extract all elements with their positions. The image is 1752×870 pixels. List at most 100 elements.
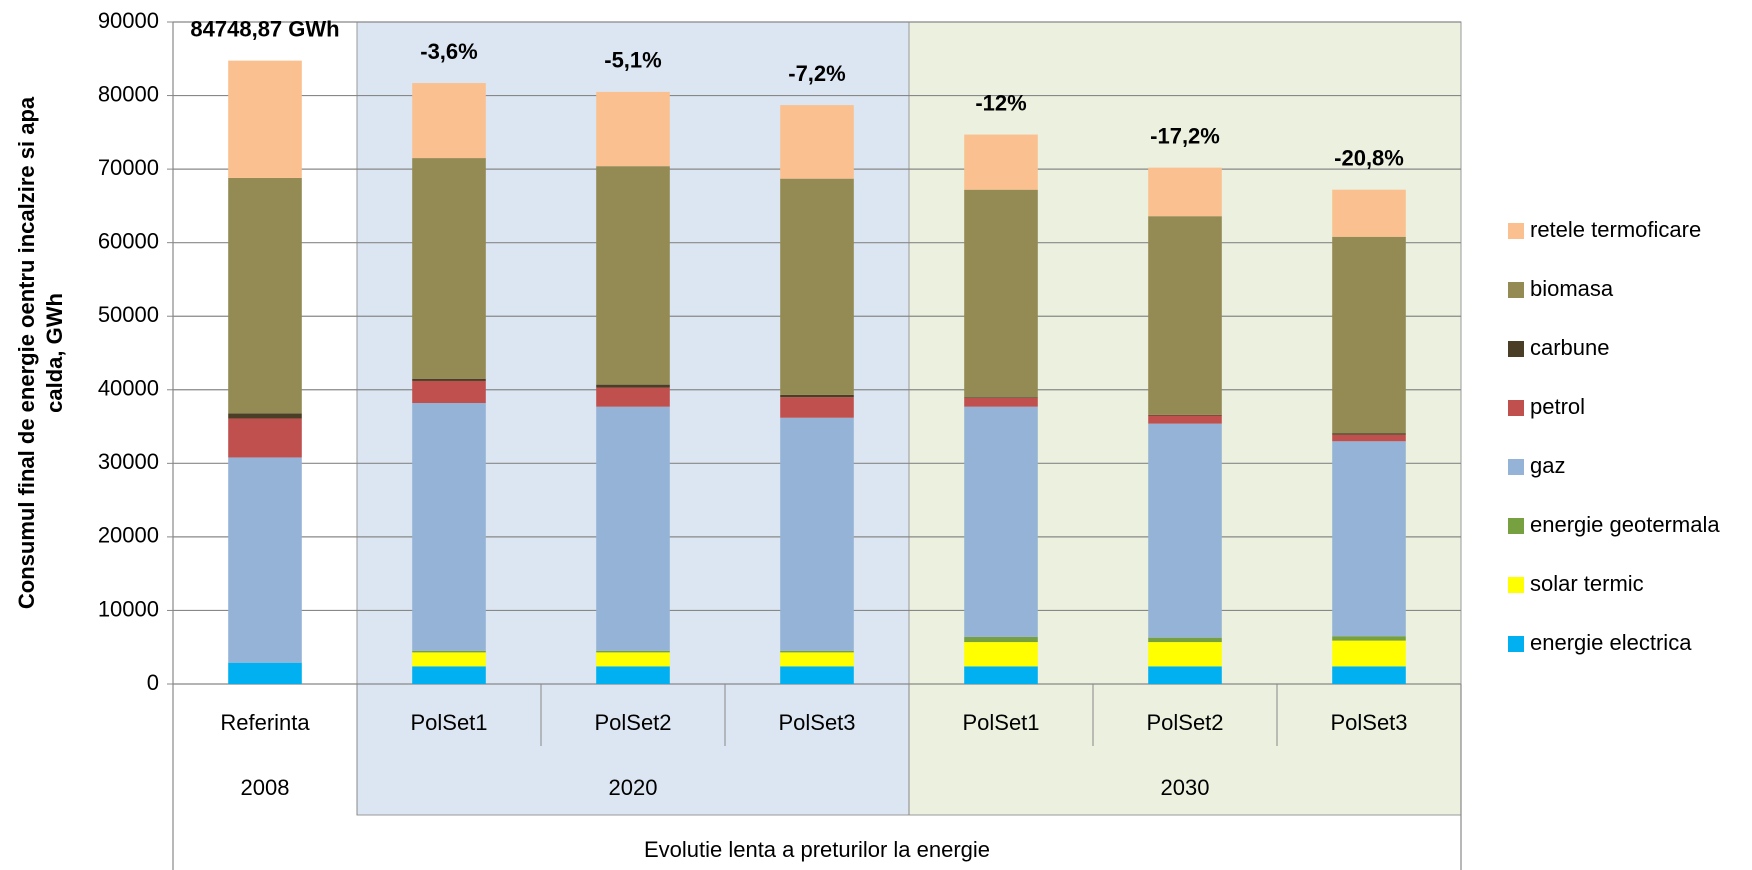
- bar-segment: [412, 666, 486, 684]
- bar-segment: [1148, 642, 1222, 667]
- legend-swatch: [1508, 282, 1524, 298]
- group-label: 2020: [609, 775, 658, 800]
- bar-segment: [228, 177, 302, 414]
- legend-label: retele termoficare: [1530, 217, 1701, 242]
- x-tick-label: Referinta: [220, 710, 310, 735]
- x-tick-label: PolSet1: [962, 710, 1039, 735]
- bar-segment: [780, 394, 854, 398]
- bar-segment: [1332, 433, 1406, 435]
- bar-segment: [964, 666, 1038, 684]
- x-axis-title: Evolutie lenta a preturilor la energie: [644, 837, 990, 862]
- y-tick-label: 10000: [98, 596, 159, 621]
- x-tick-label: PolSet1: [410, 710, 487, 735]
- bar-segment: [228, 413, 302, 419]
- bar-segment: [1148, 414, 1222, 416]
- bar-segment: [596, 387, 670, 407]
- y-axis-title: Consumul final de energie oentru incalzi…: [14, 96, 67, 609]
- y-axis-title-line: calda, GWh: [42, 293, 67, 413]
- bar-segment: [1148, 167, 1222, 217]
- bar-label: -20,8%: [1334, 146, 1404, 171]
- legend-label: biomasa: [1530, 276, 1614, 301]
- legend-label: petrol: [1530, 394, 1585, 419]
- legend-swatch: [1508, 223, 1524, 239]
- x-tick-label: PolSet3: [1330, 710, 1407, 735]
- bar-segment: [780, 650, 854, 653]
- legend-swatch: [1508, 518, 1524, 534]
- bar-segment: [412, 652, 486, 667]
- legend-swatch: [1508, 636, 1524, 652]
- bar-segment: [780, 652, 854, 667]
- bar-segment: [596, 650, 670, 653]
- y-tick-label: 70000: [98, 155, 159, 180]
- y-axis-title-line: Consumul final de energie oentru incalzi…: [14, 96, 39, 609]
- y-tick-label: 40000: [98, 376, 159, 401]
- legend-label: solar termic: [1530, 571, 1644, 596]
- bar-segment: [1332, 666, 1406, 684]
- y-tick-label: 50000: [98, 302, 159, 327]
- y-tick-label: 60000: [98, 228, 159, 253]
- bar-label: -12%: [975, 90, 1026, 115]
- bar-segment: [964, 642, 1038, 667]
- bar-label: 84748,87 GWh: [190, 16, 339, 41]
- bar-segment: [1148, 415, 1222, 424]
- bar-segment: [1148, 423, 1222, 638]
- bar-segment: [964, 134, 1038, 190]
- bar-segment: [412, 158, 486, 379]
- bar-segment: [780, 178, 854, 395]
- x-tick-label: PolSet3: [778, 710, 855, 735]
- bar-segment: [228, 60, 302, 178]
- x-tick-label: PolSet2: [594, 710, 671, 735]
- bar-label: -7,2%: [788, 61, 845, 86]
- bar-segment: [412, 380, 486, 404]
- legend-label: energie electrica: [1530, 630, 1692, 655]
- group-label: 2008: [241, 775, 290, 800]
- bar-segment: [1332, 434, 1406, 442]
- y-tick-label: 90000: [98, 8, 159, 33]
- bar-segment: [228, 662, 302, 684]
- legend-swatch: [1508, 577, 1524, 593]
- legend-swatch: [1508, 341, 1524, 357]
- bar-label: -3,6%: [420, 39, 477, 64]
- bar-segment: [780, 397, 854, 418]
- bar-segment: [964, 636, 1038, 643]
- bar-segment: [1148, 666, 1222, 684]
- bar-segment: [412, 403, 486, 651]
- bar-segment: [964, 397, 1038, 407]
- y-tick-label: 0: [147, 670, 159, 695]
- y-tick-label: 20000: [98, 523, 159, 548]
- bar-segment: [1332, 189, 1406, 237]
- bar-segment: [964, 397, 1038, 398]
- bar-segment: [1148, 637, 1222, 643]
- y-tick-label: 30000: [98, 449, 159, 474]
- group-label: 2030: [1161, 775, 1210, 800]
- bar-segment: [412, 650, 486, 653]
- x-tick-label: PolSet2: [1146, 710, 1223, 735]
- bar-label: -17,2%: [1150, 123, 1220, 148]
- bar-segment: [780, 105, 854, 179]
- bar-segment: [964, 406, 1038, 637]
- bar-segment: [412, 83, 486, 159]
- bar-segment: [228, 418, 302, 458]
- bar-segment: [596, 666, 670, 684]
- bar-segment: [1332, 236, 1406, 434]
- bar-segment: [1332, 636, 1406, 641]
- bar-segment: [596, 91, 670, 167]
- bar-segment: [780, 666, 854, 684]
- bar-label: -5,1%: [604, 48, 661, 73]
- bar-segment: [964, 189, 1038, 398]
- bar-segment: [780, 417, 854, 651]
- bar-segment: [596, 384, 670, 388]
- bar-segment: [596, 406, 670, 651]
- legend-swatch: [1508, 400, 1524, 416]
- bar-segment: [1332, 640, 1406, 667]
- legend-label: gaz: [1530, 453, 1565, 478]
- legend-label: carbune: [1530, 335, 1610, 360]
- bar-segment: [412, 378, 486, 381]
- bar-segment: [228, 457, 302, 663]
- bar-segment: [1332, 441, 1406, 637]
- y-tick-label: 80000: [98, 81, 159, 106]
- bar-segment: [596, 652, 670, 667]
- bar-segment: [1148, 216, 1222, 415]
- bar-segment: [596, 166, 670, 385]
